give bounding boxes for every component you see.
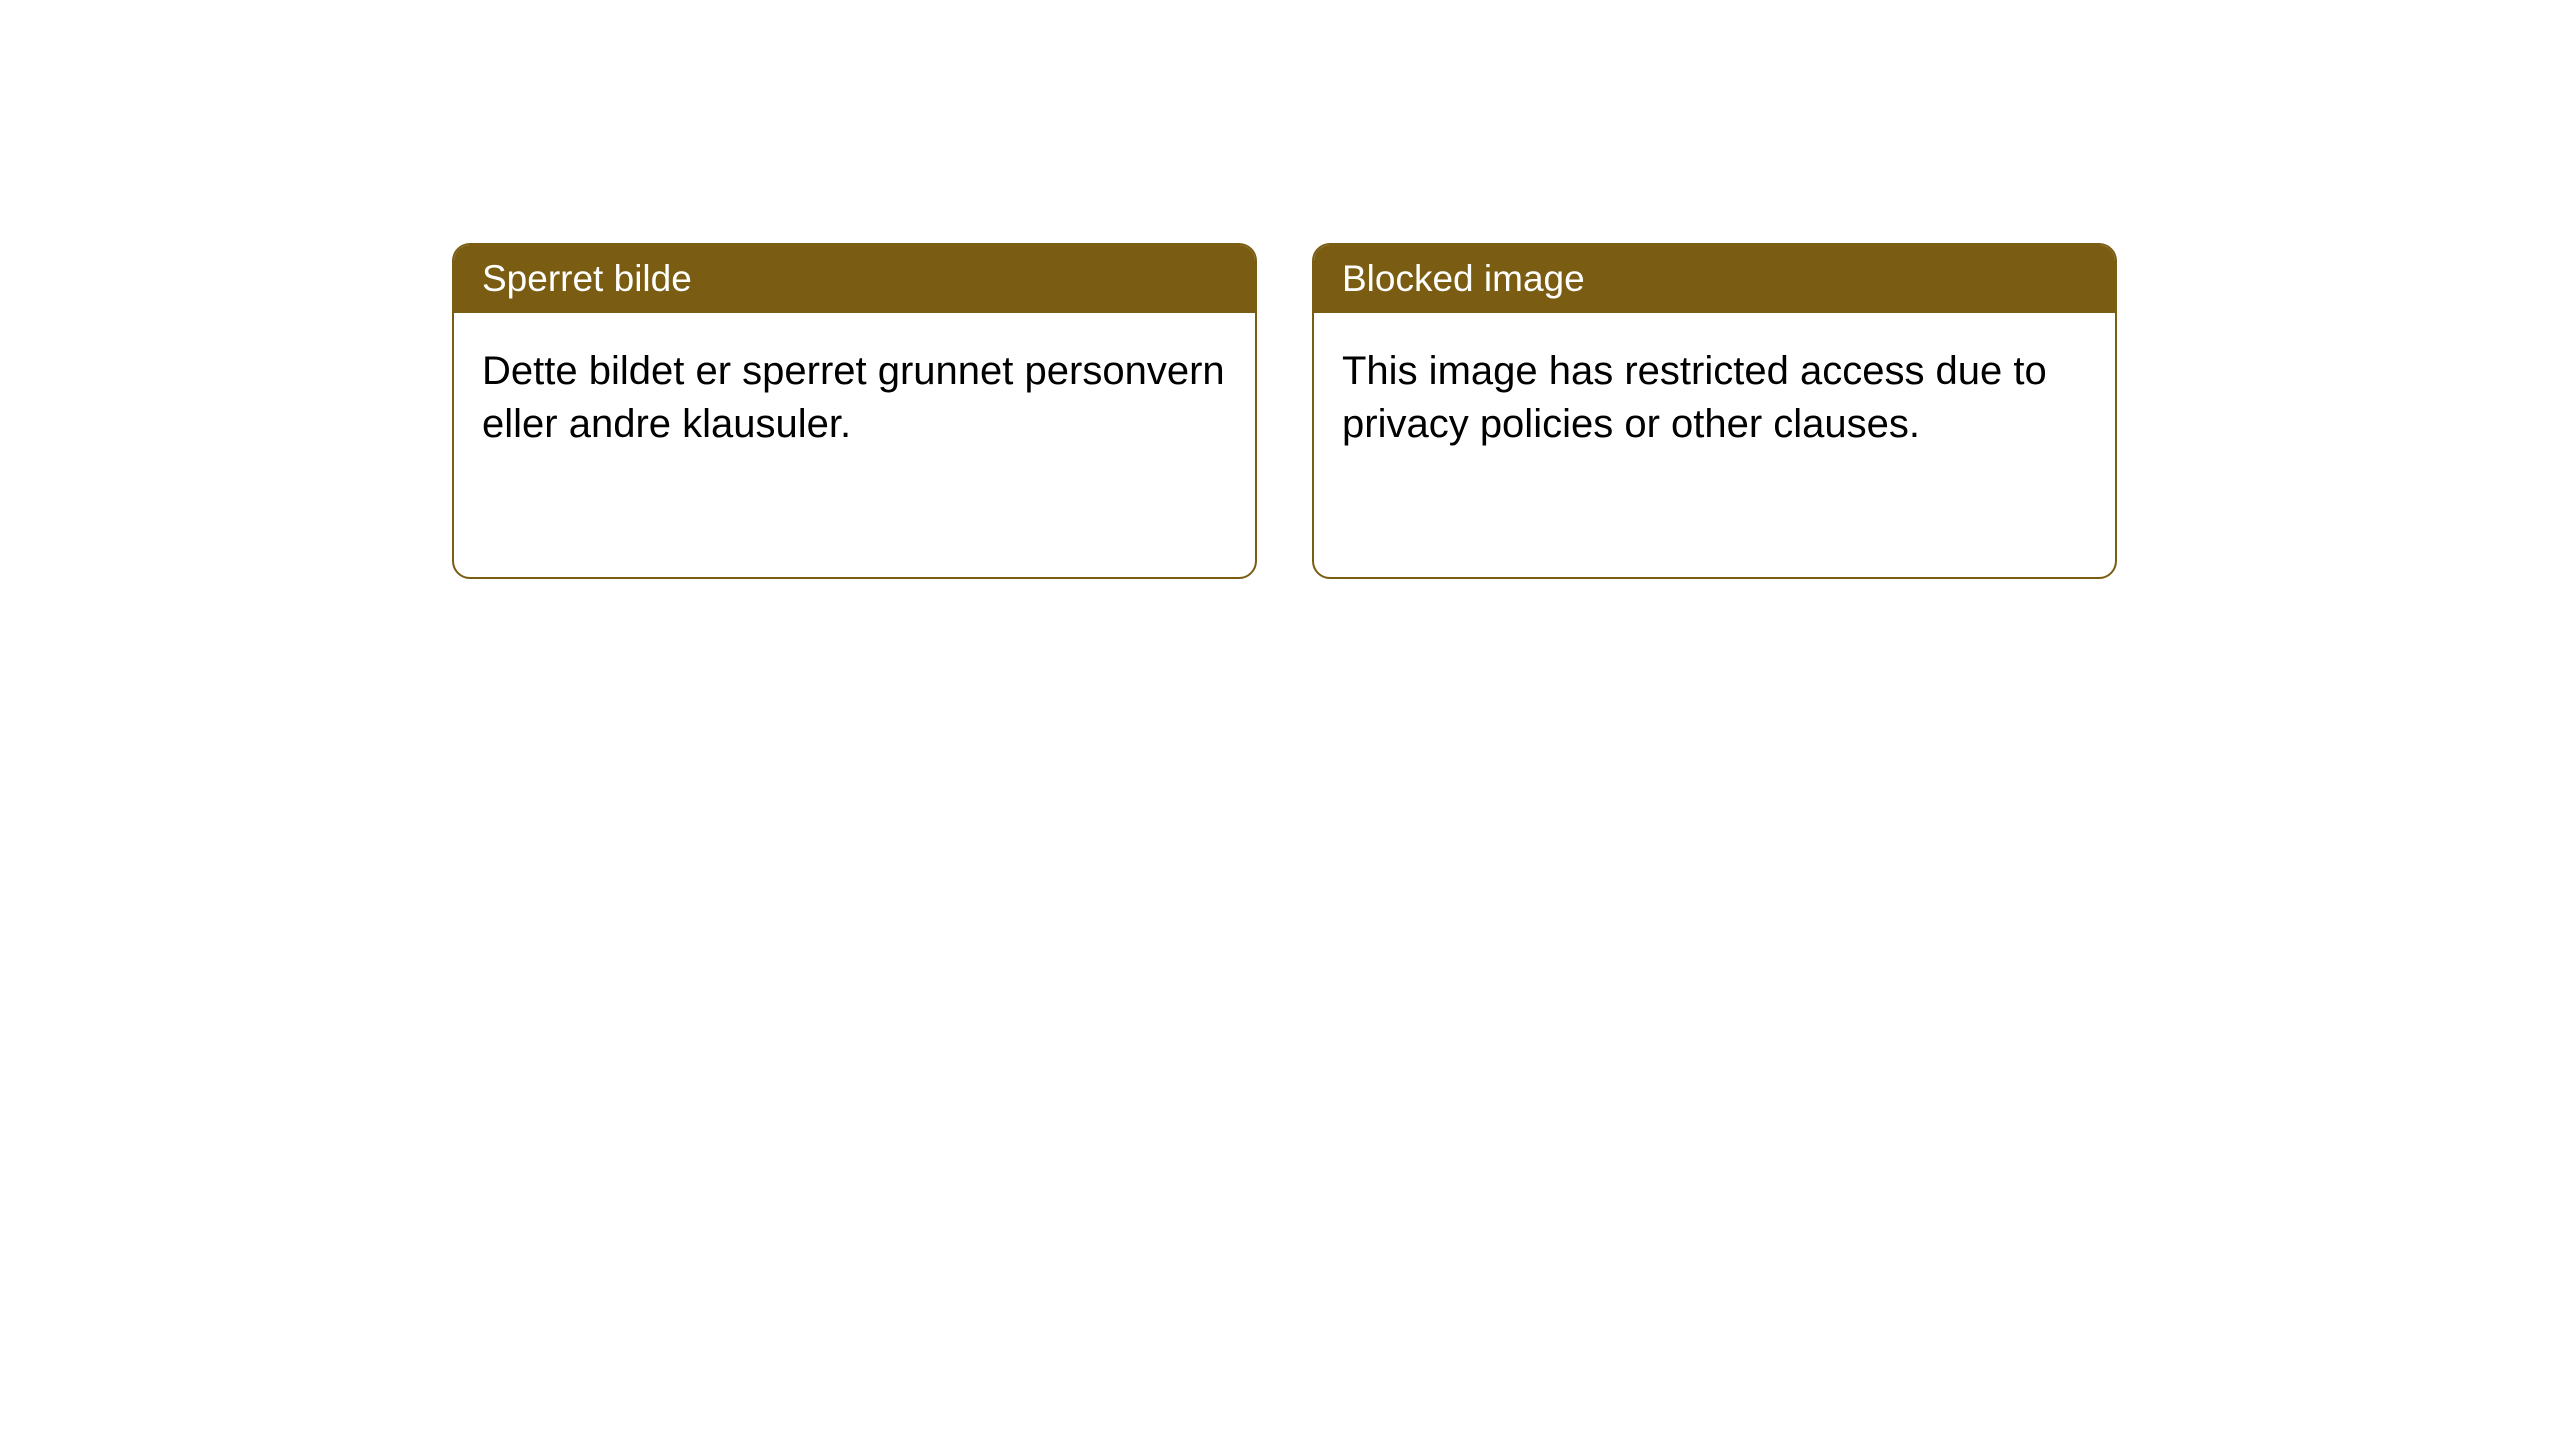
notice-header-english: Blocked image [1314, 245, 2115, 313]
notice-container: Sperret bilde Dette bildet er sperret gr… [452, 243, 2117, 579]
notice-text-english: This image has restricted access due to … [1342, 349, 2047, 446]
notice-body-english: This image has restricted access due to … [1314, 313, 2115, 483]
notice-body-norwegian: Dette bildet er sperret grunnet personve… [454, 313, 1255, 483]
notice-card-norwegian: Sperret bilde Dette bildet er sperret gr… [452, 243, 1257, 579]
notice-title-norwegian: Sperret bilde [482, 258, 692, 299]
notice-header-norwegian: Sperret bilde [454, 245, 1255, 313]
notice-text-norwegian: Dette bildet er sperret grunnet personve… [482, 349, 1225, 446]
notice-title-english: Blocked image [1342, 258, 1585, 299]
notice-card-english: Blocked image This image has restricted … [1312, 243, 2117, 579]
